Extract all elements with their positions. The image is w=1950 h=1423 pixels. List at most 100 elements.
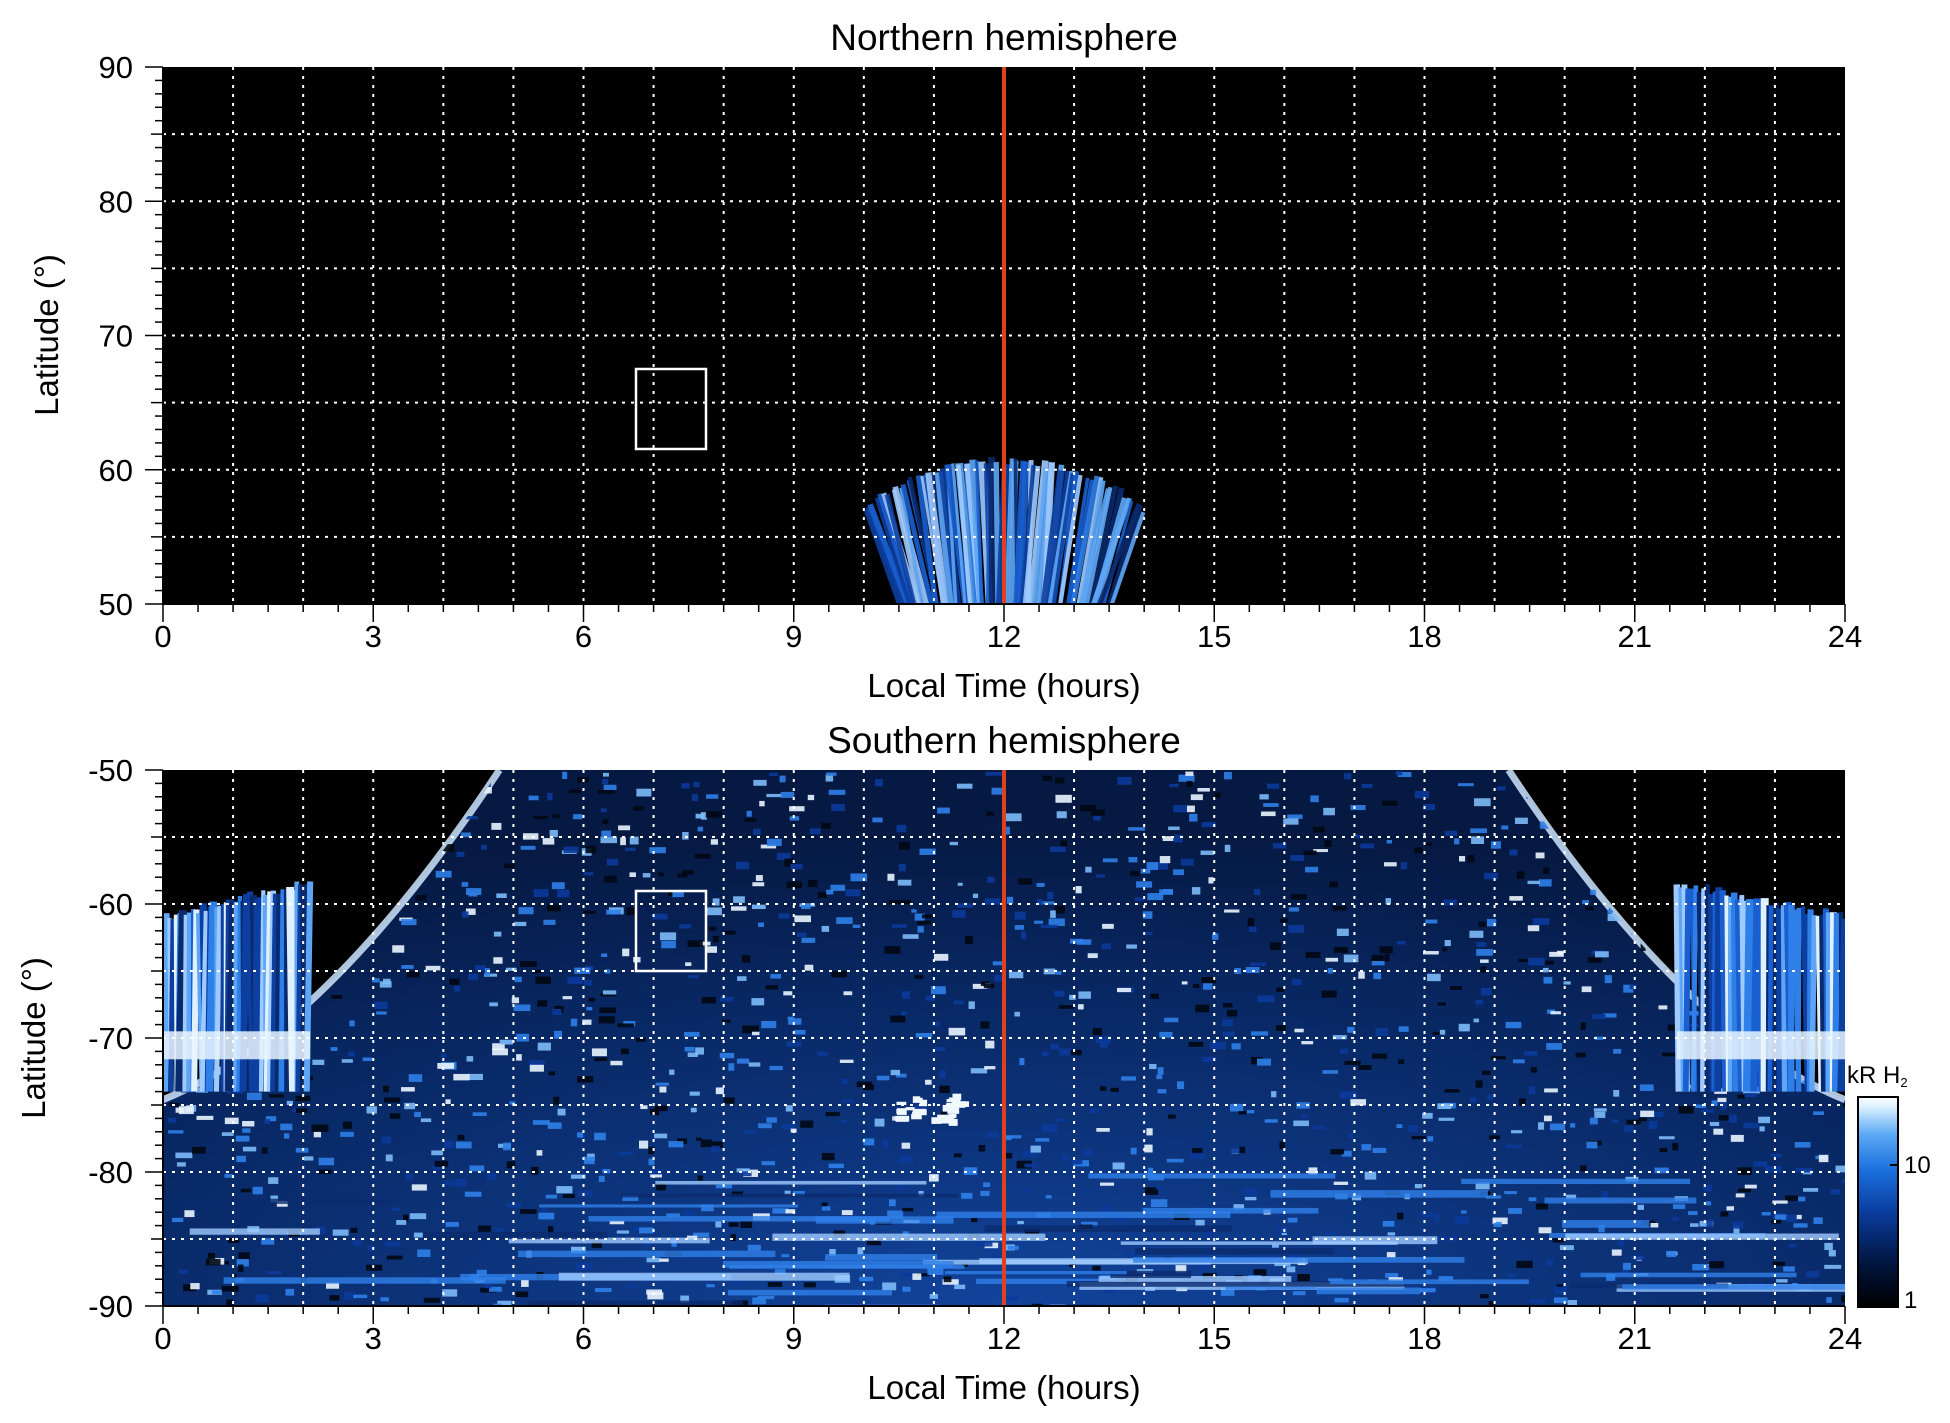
speckle [226,1299,234,1306]
speckle [1504,1191,1517,1195]
speckle [1166,1158,1184,1163]
speckle [432,1165,443,1170]
speckle [1637,1204,1645,1210]
speckle [770,974,782,979]
speckle [1486,918,1497,927]
colorbar-tick-label-1: 1 [1904,1287,1917,1314]
speckle [591,1240,602,1248]
speckle [588,997,596,1002]
speckle [1489,1135,1500,1140]
speckle [801,903,811,910]
speckle [654,1105,668,1112]
speckle [741,955,751,963]
speckle [1364,1171,1377,1180]
speckle [178,1106,194,1115]
speckle [1450,986,1462,990]
speckle [876,1075,890,1081]
speckle [570,1018,578,1027]
speckle [554,1030,563,1039]
speckle [632,1226,640,1231]
emission-streak [1058,474,1083,604]
speckle [1264,1119,1278,1123]
speckle [1488,1300,1495,1306]
speckle [1226,1009,1238,1017]
speckle [1040,924,1058,929]
bright-spot [958,1101,970,1107]
speckle [659,1086,667,1093]
bright-spot [914,1097,923,1103]
speckle [236,1155,247,1163]
speckle [1471,836,1485,844]
speckle [697,1175,704,1181]
speckle [603,772,609,777]
speckle [268,1094,284,1098]
speckle [461,882,469,887]
side-patch-streak [295,884,303,1092]
speckle [1426,1269,1432,1275]
speckle [640,1105,648,1110]
speckle [311,1124,329,1132]
speckle [1784,1195,1799,1201]
speckle [1553,1297,1568,1304]
speckle [659,1258,669,1262]
speckle [863,1138,875,1146]
speckle [574,967,591,974]
speckle [616,1230,630,1234]
speckle [807,879,818,888]
speckle [1508,1208,1522,1214]
speckle [712,898,720,906]
speckle [856,1081,873,1088]
speckle [690,1107,697,1113]
speckle [888,1199,896,1207]
speckle [659,932,677,941]
speckle [1248,926,1257,932]
side-patch-streak [1734,899,1745,1092]
speckle [1458,783,1474,787]
side-patch-streak [1776,908,1785,1092]
speckle [761,1161,776,1166]
speckle [453,1073,470,1081]
speckle [817,1051,828,1056]
speckle [1301,1114,1308,1119]
speckle [1546,1259,1554,1266]
speckle [1575,1052,1586,1058]
speckle [1382,800,1398,806]
speckle [1654,1167,1669,1174]
speckle [1467,855,1475,863]
speckle [1470,828,1488,834]
speckle [598,1016,615,1024]
speckle [296,1108,308,1113]
speckle [295,1095,311,1102]
speckle [965,936,974,945]
emission-streak [1089,485,1118,604]
x-tick-label: 6 [575,619,592,654]
speckle [736,1058,750,1064]
speckle [1023,1151,1038,1158]
polar-streak [508,1237,710,1244]
speckle [884,946,901,954]
south-ylabel: Latitude (°) [15,957,52,1119]
speckle [807,794,815,801]
speckle [1070,938,1084,944]
speckle [1200,850,1215,855]
emission-streak [951,463,967,604]
speckle [1803,1187,1819,1192]
speckle [413,1232,423,1238]
speckle [1325,957,1339,962]
speckle [985,771,1003,776]
speckle [1008,971,1024,979]
speckle [852,924,861,928]
side-patch-streak [1831,912,1841,1092]
speckle [547,1122,562,1129]
speckle [986,1246,999,1252]
speckle [493,931,502,937]
emission-streak [1031,467,1052,604]
speckle [406,971,420,978]
speckle [1382,1220,1395,1227]
speckle [875,779,883,787]
speckle [976,1241,993,1247]
x-tick-label: 21 [1618,619,1652,654]
colorbar-gradient [1857,1096,1899,1308]
speckle [620,1048,629,1055]
speckle [1100,1182,1115,1186]
